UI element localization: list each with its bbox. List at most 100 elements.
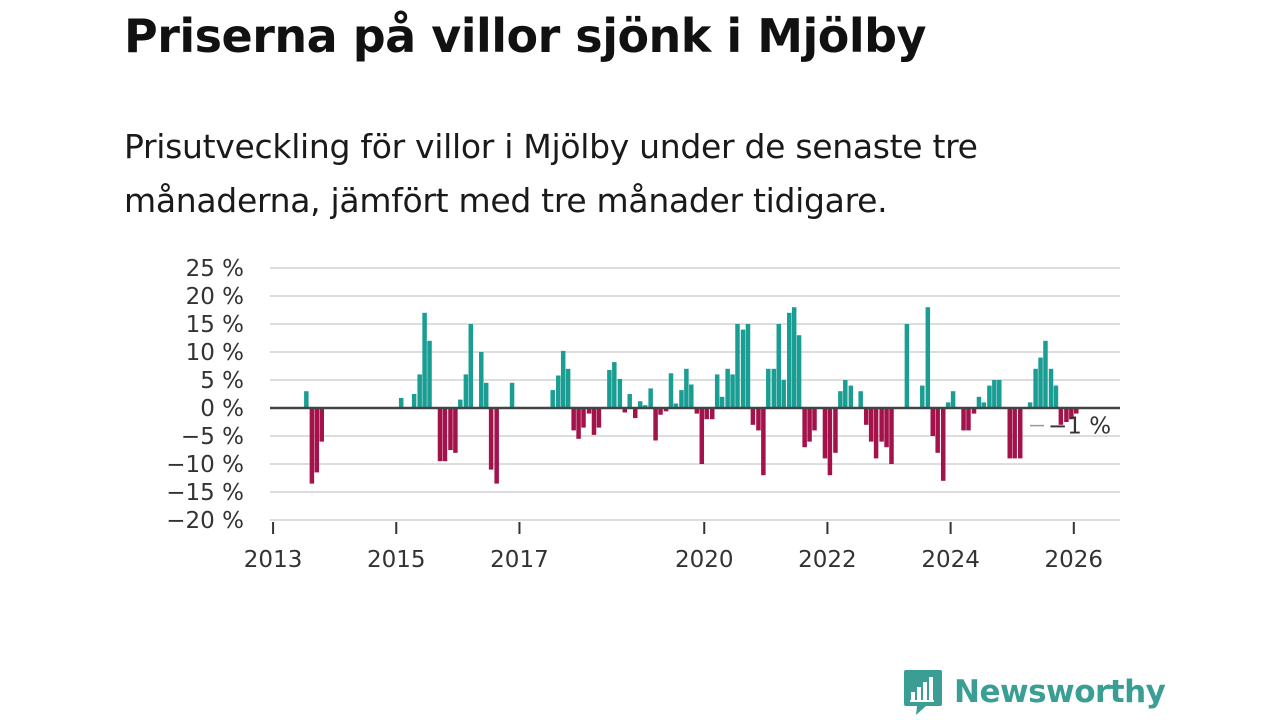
bar [725,368,730,408]
bar [858,391,863,408]
bar [781,380,786,408]
bar [304,391,309,408]
brand-name: Newsworthy [954,674,1166,710]
bar [663,408,669,412]
bar [930,408,936,436]
bar [1053,385,1059,408]
y-tick-label: −10 % [166,452,244,478]
x-tick-label: 2026 [1045,547,1104,573]
bar [1048,368,1054,408]
x-tick-label: 2024 [921,547,980,573]
y-tick-label: 5 % [200,368,244,394]
bar [571,408,576,431]
bar [802,408,807,448]
bar [889,408,894,464]
y-tick-label: 0 % [200,396,244,422]
bar [453,408,458,453]
bar [786,312,792,408]
bar [1043,340,1048,408]
bar [1074,408,1079,414]
bar [822,408,828,459]
bar [422,312,427,408]
bar [771,368,777,408]
x-tick-label: 2015 [367,547,426,573]
bar [679,390,684,408]
bar [637,401,643,408]
bar [576,408,581,439]
bar [627,394,632,408]
bar [684,368,689,408]
x-axis-tick-labels: 2013 2015 2017 2020 2022 2024 2026 [244,547,1103,573]
bar [920,385,925,408]
bar [740,329,746,408]
bar-chart: −20 %−15 %−10 %−5 %0 %5 %10 %15 %20 %25 … [166,256,1120,573]
bar [766,368,771,408]
bar [483,382,489,408]
bar [709,408,715,420]
bar [966,408,971,431]
bar [992,380,997,408]
bar [791,307,797,408]
newsworthy-chart-bubble-icon [904,670,942,715]
bar [442,408,448,462]
bar [704,408,709,420]
bar [812,408,817,431]
bar [633,408,638,419]
bar [319,408,324,442]
bar [309,408,315,484]
bar [565,368,571,408]
bar [827,408,833,476]
bar [761,408,766,476]
bar [1069,408,1074,420]
bar [1064,408,1069,422]
bar [617,378,623,408]
bar [730,374,735,408]
chart-subtitle: Prisutveckling för villor i Mjölby under… [124,127,978,220]
y-tick-label: 10 % [186,340,244,366]
bar [1027,402,1033,408]
bars [304,307,1079,484]
bar [879,408,884,442]
grid-lines [270,267,1120,521]
bar [833,408,838,453]
bar [314,408,320,473]
x-tick-label: 2013 [244,547,303,573]
bar [756,408,761,431]
bar [560,350,566,408]
bar [838,391,843,408]
bar [689,384,694,408]
bar [648,388,653,408]
bar [873,408,879,459]
bar [1033,368,1038,408]
bar [479,352,484,408]
bar [925,307,931,408]
bar [976,396,982,408]
bar [607,369,612,408]
bar [668,373,674,408]
bar [591,408,597,435]
bar [437,408,443,462]
y-axis-tick-labels: −20 %−15 %−10 %−5 %0 %5 %10 %15 %20 %25 … [166,256,244,534]
bar [622,408,628,413]
x-tick-label: 2022 [798,547,857,573]
bar [653,408,658,441]
bar [509,382,515,408]
bar [612,362,617,408]
bar [848,385,854,408]
bar [463,374,469,408]
bar [987,385,992,408]
bar [714,374,720,408]
bar [1058,408,1064,425]
bar [776,324,782,408]
bar [1007,408,1012,459]
bar [658,408,663,415]
bar [550,390,555,408]
bar [468,324,474,408]
bar [1012,408,1017,459]
bar [904,324,910,408]
bar [458,399,463,408]
bar [796,335,802,408]
bar [863,408,869,425]
bar [935,408,940,453]
bar [411,394,417,408]
